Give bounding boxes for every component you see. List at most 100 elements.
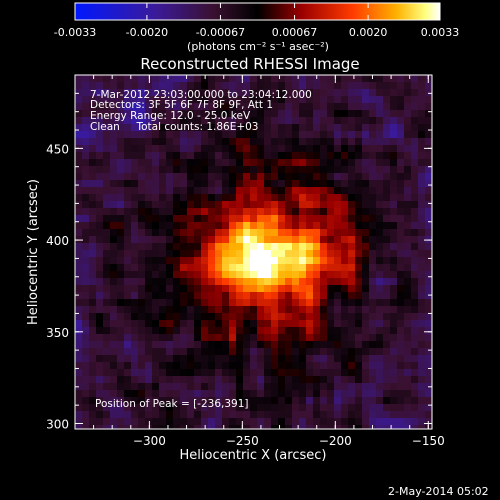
- heatmap-cell: [355, 96, 362, 103]
- heatmap-cell: [341, 75, 348, 82]
- heatmap-cell: [138, 201, 145, 208]
- heatmap-cell: [404, 425, 411, 429]
- heatmap-cell: [257, 166, 264, 173]
- heatmap-cell: [187, 152, 194, 159]
- heatmap-cell: [222, 376, 229, 383]
- heatmap-cell: [306, 397, 313, 404]
- heatmap-cell: [138, 299, 145, 306]
- heatmap-cell: [369, 131, 376, 138]
- heatmap-cell: [264, 138, 271, 145]
- heatmap-cell: [222, 208, 229, 215]
- heatmap-cell: [341, 243, 348, 250]
- heatmap-cell: [278, 236, 285, 243]
- heatmap-cell: [341, 194, 348, 201]
- heatmap-cell: [152, 201, 159, 208]
- heatmap-cell: [229, 320, 236, 327]
- heatmap-cell: [236, 404, 243, 411]
- heatmap-cell: [222, 173, 229, 180]
- heatmap-cell: [334, 236, 341, 243]
- heatmap-cell: [173, 229, 180, 236]
- heatmap-cell: [173, 390, 180, 397]
- heatmap-cell: [201, 201, 208, 208]
- heatmap-cell: [131, 397, 138, 404]
- heatmap-cell: [208, 222, 215, 229]
- heatmap-cell: [173, 173, 180, 180]
- heatmap-cell: [96, 145, 103, 152]
- heatmap-cell: [348, 292, 355, 299]
- heatmap-cell: [313, 271, 320, 278]
- heatmap-cell: [236, 271, 243, 278]
- heatmap-cell: [75, 285, 82, 292]
- heatmap-cell: [285, 166, 292, 173]
- heatmap-cell: [278, 271, 285, 278]
- heatmap-cell: [75, 124, 82, 131]
- heatmap-cell: [124, 369, 131, 376]
- heatmap-cell: [124, 194, 131, 201]
- heatmap-cell: [397, 327, 404, 334]
- heatmap-cell: [131, 250, 138, 257]
- heatmap-cell: [187, 187, 194, 194]
- heatmap-cell: [341, 369, 348, 376]
- heatmap-cell: [103, 103, 110, 110]
- heatmap-cell: [243, 96, 250, 103]
- heatmap-cell: [411, 320, 418, 327]
- heatmap-cell: [89, 138, 96, 145]
- heatmap-cell: [299, 404, 306, 411]
- heatmap-cell: [166, 187, 173, 194]
- heatmap-cell: [201, 187, 208, 194]
- heatmap-cell: [355, 145, 362, 152]
- heatmap-cell: [201, 117, 208, 124]
- heatmap-cell: [278, 404, 285, 411]
- heatmap-cell: [152, 320, 159, 327]
- heatmap-cell: [145, 250, 152, 257]
- heatmap-cell: [369, 159, 376, 166]
- heatmap-cell: [306, 383, 313, 390]
- heatmap-cell: [306, 180, 313, 187]
- heatmap-cell: [145, 355, 152, 362]
- heatmap-cell: [250, 299, 257, 306]
- heatmap-cell: [411, 397, 418, 404]
- heatmap-cell: [243, 418, 250, 425]
- heatmap-cell: [397, 159, 404, 166]
- heatmap-cell: [320, 215, 327, 222]
- heatmap-cell: [96, 138, 103, 145]
- heatmap-cell: [369, 201, 376, 208]
- heatmap-cell: [369, 236, 376, 243]
- heatmap-cell: [166, 271, 173, 278]
- heatmap-cell: [180, 404, 187, 411]
- heatmap-cell: [257, 362, 264, 369]
- heatmap-cell: [348, 341, 355, 348]
- heatmap-cell: [229, 425, 236, 429]
- heatmap-cell: [285, 215, 292, 222]
- heatmap-cell: [89, 124, 96, 131]
- heatmap-cell: [299, 285, 306, 292]
- heatmap-cell: [96, 103, 103, 110]
- heatmap-cell: [159, 334, 166, 341]
- heatmap-cell: [390, 173, 397, 180]
- heatmap-cell: [208, 208, 215, 215]
- heatmap-cell: [166, 348, 173, 355]
- heatmap-cell: [334, 376, 341, 383]
- heatmap-cell: [257, 229, 264, 236]
- heatmap-cell: [271, 82, 278, 89]
- heatmap-cell: [341, 292, 348, 299]
- heatmap-cell: [222, 341, 229, 348]
- heatmap-cell: [362, 110, 369, 117]
- heatmap-cell: [82, 362, 89, 369]
- heatmap-cell: [383, 362, 390, 369]
- heatmap-cell: [89, 341, 96, 348]
- heatmap-cell: [418, 215, 425, 222]
- heatmap-cell: [250, 201, 257, 208]
- heatmap-cell: [138, 250, 145, 257]
- heatmap-cell: [376, 201, 383, 208]
- heatmap-cell: [236, 236, 243, 243]
- heatmap-cell: [306, 292, 313, 299]
- heatmap-cell: [383, 96, 390, 103]
- heatmap-cell: [285, 173, 292, 180]
- heatmap-cell: [117, 243, 124, 250]
- heatmap-cell: [229, 124, 236, 131]
- heatmap-cell: [159, 362, 166, 369]
- heatmap-cell: [173, 222, 180, 229]
- heatmap-cell: [404, 208, 411, 215]
- heatmap-cell: [355, 138, 362, 145]
